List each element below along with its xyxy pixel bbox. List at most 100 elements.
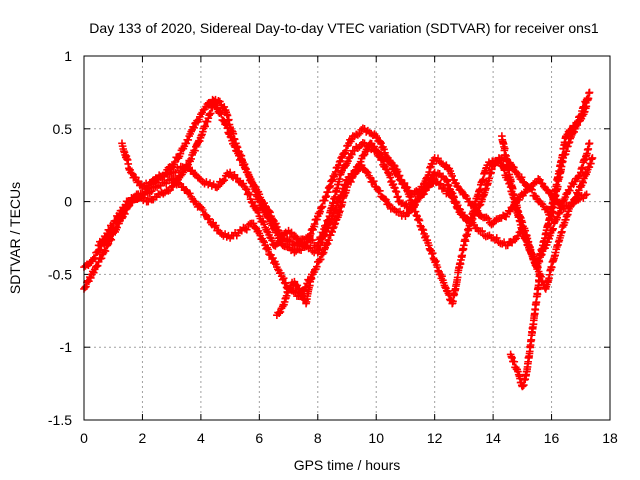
data-point bbox=[125, 202, 133, 210]
data-point bbox=[400, 179, 409, 187]
data-point bbox=[490, 161, 499, 169]
data-point bbox=[87, 274, 95, 282]
y-tick-label: -1.5 bbox=[48, 412, 72, 428]
data-point bbox=[318, 202, 327, 211]
data-point bbox=[276, 269, 285, 277]
data-point bbox=[318, 238, 327, 247]
x-tick-label: 2 bbox=[139, 430, 147, 446]
data-point bbox=[574, 190, 582, 198]
data-point bbox=[337, 191, 346, 200]
data-point bbox=[484, 214, 492, 223]
data-point bbox=[561, 140, 569, 149]
data-point bbox=[212, 221, 220, 230]
data-point bbox=[106, 234, 115, 243]
data-point bbox=[199, 206, 207, 214]
data-point bbox=[217, 110, 226, 118]
data-point bbox=[285, 285, 294, 293]
data-point bbox=[382, 195, 390, 204]
y-tick-label: 0 bbox=[64, 194, 72, 210]
data-point bbox=[449, 193, 457, 202]
data-point bbox=[549, 225, 557, 233]
data-points bbox=[80, 88, 597, 391]
data-point bbox=[101, 247, 110, 255]
data-point bbox=[369, 177, 378, 186]
data-point bbox=[81, 283, 89, 292]
data-point bbox=[176, 149, 185, 158]
data-point bbox=[456, 205, 465, 214]
data-point bbox=[184, 136, 193, 144]
data-point bbox=[383, 165, 391, 174]
data-point bbox=[111, 217, 120, 225]
data-point bbox=[266, 208, 274, 217]
data-point bbox=[585, 88, 594, 97]
data-point bbox=[297, 246, 305, 255]
x-tick-label: 8 bbox=[314, 430, 322, 446]
data-point bbox=[214, 182, 223, 190]
data-point bbox=[380, 145, 388, 154]
data-point bbox=[389, 161, 398, 169]
tick-labels: 0 2 4 6 8 10 12 14 16 18 -1.5 -1 -0.5 0 0.5 1 bbox=[48, 48, 618, 446]
data-point bbox=[245, 190, 254, 199]
data-point bbox=[268, 236, 276, 245]
data-point bbox=[585, 139, 594, 148]
data-point bbox=[247, 198, 256, 206]
y-tick-label: -1 bbox=[60, 339, 73, 355]
data-point bbox=[360, 150, 369, 159]
data-point bbox=[314, 246, 323, 255]
y-tick-label: -0.5 bbox=[48, 266, 72, 282]
data-point bbox=[273, 223, 281, 231]
x-tick-label: 16 bbox=[544, 430, 560, 446]
data-point bbox=[171, 158, 179, 166]
data-point bbox=[412, 197, 421, 206]
data-point bbox=[501, 144, 509, 153]
data-point bbox=[293, 234, 302, 243]
data-point bbox=[335, 196, 344, 204]
data-point bbox=[281, 279, 290, 288]
data-point bbox=[315, 245, 324, 254]
x-axis-label: GPS time / hours bbox=[294, 457, 401, 473]
data-point bbox=[341, 180, 350, 189]
data-point bbox=[206, 109, 215, 118]
data-point bbox=[332, 204, 341, 212]
data-point bbox=[237, 154, 245, 163]
data-point bbox=[254, 208, 263, 217]
data-point bbox=[171, 176, 179, 184]
data-point bbox=[393, 167, 402, 176]
data-point bbox=[478, 227, 486, 235]
data-point bbox=[578, 164, 587, 172]
x-tick-label: 14 bbox=[485, 430, 501, 446]
data-point bbox=[363, 147, 372, 155]
data-point bbox=[93, 261, 102, 270]
data-point bbox=[104, 239, 113, 248]
data-point bbox=[107, 236, 116, 244]
data-point bbox=[588, 154, 597, 162]
data-point bbox=[260, 238, 269, 247]
data-point bbox=[366, 173, 374, 182]
data-point bbox=[555, 208, 564, 217]
data-point bbox=[275, 226, 283, 235]
data-point bbox=[260, 220, 269, 229]
data-point bbox=[517, 173, 526, 182]
data-point bbox=[339, 184, 348, 193]
data-point bbox=[220, 176, 229, 185]
data-point bbox=[347, 178, 355, 186]
data-point bbox=[313, 262, 321, 271]
data-point bbox=[557, 204, 566, 212]
data-point bbox=[260, 199, 269, 207]
data-point bbox=[97, 254, 106, 263]
data-point bbox=[553, 214, 562, 222]
data-point bbox=[330, 209, 338, 217]
data-point bbox=[326, 218, 335, 226]
plot-frame bbox=[83, 55, 611, 421]
data-point bbox=[246, 195, 255, 203]
data-point bbox=[216, 97, 224, 106]
data-point bbox=[571, 122, 580, 130]
data-point bbox=[243, 225, 251, 234]
data-point bbox=[249, 219, 258, 228]
data-point bbox=[187, 155, 195, 163]
data-point bbox=[134, 194, 143, 202]
data-point bbox=[395, 171, 404, 180]
data-point bbox=[293, 281, 302, 290]
y-tick-label: 0.5 bbox=[53, 121, 73, 137]
